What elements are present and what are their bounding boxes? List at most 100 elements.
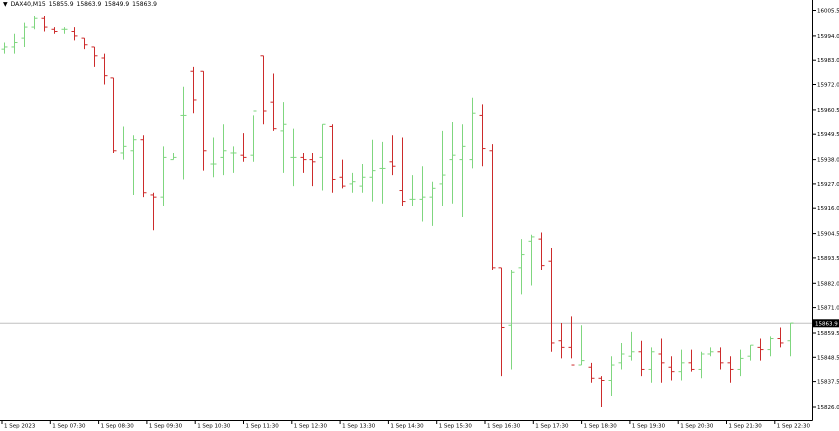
ohlc-bar: [379, 141, 386, 204]
y-tick-label: 15960.5: [817, 108, 839, 114]
ohlc-bar: [349, 172, 356, 193]
ohlc-bar: [568, 316, 575, 366]
ohlc-bar: [71, 27, 78, 41]
ohlc-bar: [160, 146, 167, 206]
ohlc-bar: [61, 27, 68, 34]
x-tick-label: 1 Sep 18:30: [584, 424, 618, 430]
ohlc-bar: [180, 86, 187, 180]
ohlc-bar: [707, 347, 714, 357]
ohlc-bar: [389, 135, 396, 176]
ohlc-bar: [787, 322, 794, 357]
x-tick-label: 1 Sep 12:30: [294, 424, 328, 430]
ohlc-bar: [439, 130, 446, 206]
ohlc-bar: [508, 270, 515, 370]
ohlc-bar: [518, 239, 525, 295]
ohlc-bar: [290, 128, 297, 187]
ohlc-bar: [698, 351, 705, 379]
ohlc-bar: [489, 144, 496, 271]
ohlc-bar: [429, 181, 436, 226]
ohlc-bar: [419, 166, 426, 222]
ohlc-bar: [329, 124, 336, 193]
current-price-tag: [813, 319, 839, 328]
ohlc-bar: [120, 126, 127, 160]
bars-layer: [1, 16, 794, 407]
ohlc-bar: [319, 123, 326, 191]
ohlc-bar: [628, 331, 635, 361]
symbol-label: DAX40,M15: [10, 1, 46, 8]
y-tick-label: 15848.5: [817, 355, 839, 361]
y-tick-label: 15826.0: [817, 405, 839, 411]
ohlc-bar: [528, 234, 535, 286]
high-value: 15863.9: [76, 1, 102, 8]
y-tick-label: 15949.5: [817, 132, 839, 138]
x-tick-label: 1 Sep 10:30: [197, 424, 231, 430]
x-tick-label: 1 Sep 2023: [4, 424, 36, 430]
ohlc-bar: [688, 349, 695, 372]
x-tick-label: 1 Sep 07:30: [52, 424, 86, 430]
ohlc-bar: [21, 22, 28, 47]
ohlc-bar: [220, 124, 227, 176]
ohlc-bar: [678, 349, 685, 381]
ohlc-bar: [110, 77, 117, 153]
ohlc-bar: [459, 124, 466, 218]
y-tick-label: 15983.0: [817, 58, 839, 64]
x-tick-label: 1 Sep 19:30: [632, 424, 666, 430]
ohlc-bar: [578, 325, 585, 366]
ohlc-bar: [91, 46, 98, 67]
ohlc-bar: [170, 152, 177, 161]
ohlc-bar: [648, 347, 655, 383]
ohlc-bar: [727, 356, 734, 383]
y-tick-label: 15837.5: [817, 380, 839, 386]
y-tick-label: 15927.0: [817, 182, 839, 188]
ohlc-bar: [538, 232, 545, 271]
x-tick-label: 1 Sep 16:30: [487, 424, 521, 430]
y-tick-label: 15893.5: [817, 256, 839, 262]
collapse-triangle-icon[interactable]: ▼: [3, 1, 8, 8]
ohlc-bar: [409, 175, 416, 206]
y-tick-label: 15916.0: [817, 206, 839, 212]
y-tick-label: 15938.0: [817, 158, 839, 164]
ohlc-bar: [638, 340, 645, 377]
ohlc-bar: [309, 152, 316, 187]
ohlc-bar: [300, 152, 307, 173]
ohlc-bar: [469, 97, 476, 169]
x-tick-label: 1 Sep 09:30: [149, 424, 183, 430]
x-tick-label: 1 Sep 21:30: [729, 424, 763, 430]
ohlc-bar: [598, 376, 605, 407]
x-tick-label: 1 Sep 11:30: [246, 424, 280, 430]
ohlc-bar: [250, 110, 257, 162]
ohlc-bar: [210, 137, 217, 178]
x-tick-label: 1 Sep 08:30: [101, 424, 135, 430]
ohlc-bar: [101, 53, 108, 85]
y-tick-label: 15882.0: [817, 281, 839, 287]
ohlc-bar: [240, 133, 247, 162]
ohlc-bar: [41, 16, 48, 32]
ohlc-bar: [81, 37, 88, 50]
ohlc-bar: [777, 327, 784, 348]
ohlc-bar: [767, 336, 774, 357]
ohlc-bar: [558, 323, 565, 359]
y-tick-label: 15871.0: [817, 306, 839, 312]
ohlc-bar: [757, 338, 764, 361]
ohlc-bar: [668, 356, 675, 381]
ohlc-bar: [548, 247, 555, 352]
low-value: 15849.9: [104, 1, 130, 8]
x-tick-label: 1 Sep 14:30: [390, 424, 424, 430]
ohlc-bar: [608, 356, 615, 396]
ohlc-bar: [449, 122, 456, 204]
ohlc-bar: [140, 135, 147, 198]
ohlc-bar: [230, 146, 237, 173]
ohlc-bar: [498, 267, 505, 377]
ohlc-bar: [618, 342, 625, 370]
ohlc-bar: [260, 55, 267, 125]
y-tick-label: 15859.5: [817, 331, 839, 337]
chart-header: ▼ DAX40,M15 15855.9 15863.9 15849.9 15863.9: [3, 1, 160, 9]
x-tick-label: 1 Sep 20:30: [680, 424, 714, 430]
ohlc-bar: [31, 16, 38, 30]
ohlc-bar: [270, 73, 277, 131]
ohlc-bar: [658, 338, 665, 383]
y-tick-label: 15972.0: [817, 82, 839, 88]
x-tick-label: 1 Sep 17:30: [535, 424, 569, 430]
ohlc-bar: [747, 344, 754, 361]
